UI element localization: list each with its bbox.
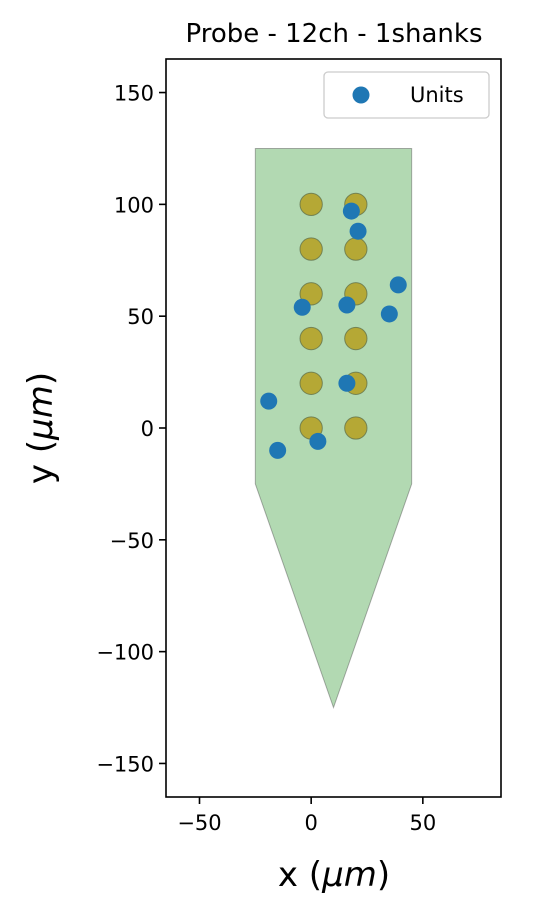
legend-marker-units [352, 86, 370, 104]
unit-point-7 [338, 374, 356, 392]
y-tick-label: 50 [127, 305, 154, 329]
legend: Units [323, 71, 490, 119]
legend-label-units: Units [410, 83, 464, 107]
y-tick-label: −50 [110, 529, 154, 553]
contact-4 [344, 237, 368, 261]
x-axis: −50 0 50 [177, 797, 436, 835]
unit-point-2 [349, 222, 367, 240]
probe-layer [254, 147, 413, 710]
y-axis: −150 −100 −50 0 50 100 150 [96, 82, 166, 776]
y-axis-label-unit: μm [21, 385, 61, 441]
x-axis-label-suffix: ) [377, 855, 390, 895]
legend-box [323, 71, 490, 119]
unit-point-8 [260, 392, 278, 410]
x-axis-label: x (μm) [278, 855, 390, 895]
contact-1 [299, 192, 323, 217]
contact-3 [299, 237, 323, 261]
y-tick-label: 0 [141, 417, 154, 441]
x-axis-label-unit: μm [321, 855, 377, 895]
x-tick-label: 0 [304, 811, 317, 835]
y-tick-label: −100 [96, 641, 154, 665]
x-tick-label: −50 [177, 811, 221, 835]
unit-point-4 [293, 298, 311, 316]
contact-9 [299, 371, 323, 395]
chart-title: Probe - 12ch - 1shanks [185, 19, 482, 49]
unit-point-6 [380, 305, 398, 323]
y-tick-label: 100 [114, 193, 154, 217]
unit-point-3 [389, 276, 407, 294]
contact-7 [299, 326, 323, 351]
x-tick-label: 50 [409, 811, 436, 835]
contact-8 [344, 326, 368, 351]
contacts-layer [299, 192, 368, 440]
y-tick-label: −150 [96, 752, 154, 776]
unit-point-1 [342, 202, 360, 220]
y-tick-label: 150 [114, 82, 154, 106]
unit-point-10 [269, 441, 287, 459]
unit-point-5 [338, 296, 356, 314]
y-axis-label: y (μm) [21, 372, 61, 484]
contact-5 [299, 282, 323, 306]
x-axis-label-prefix: x ( [278, 855, 322, 895]
units-layer [260, 202, 407, 459]
contact-12 [344, 416, 368, 440]
unit-point-9 [309, 432, 327, 450]
y-axis-label-suffix: ) [21, 372, 61, 385]
y-axis-label-prefix: y ( [21, 440, 61, 484]
probe-contour [254, 147, 413, 710]
